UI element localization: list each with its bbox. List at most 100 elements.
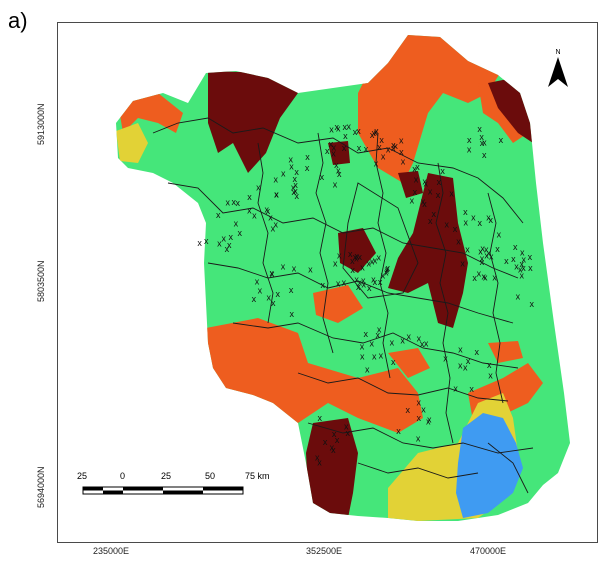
observation-marker: x — [416, 434, 421, 444]
observation-marker: x — [443, 353, 448, 363]
observation-marker: x — [236, 198, 241, 208]
observation-marker: x — [530, 299, 535, 309]
observation-marker: x — [422, 199, 427, 209]
observation-marker: x — [377, 324, 382, 334]
y-tick-label-top: 5913000N — [36, 103, 46, 145]
observation-marker: x — [482, 150, 487, 160]
observation-marker: x — [488, 215, 493, 225]
observation-marker: x — [465, 244, 470, 254]
observation-marker: x — [513, 242, 518, 252]
observation-marker: x — [480, 254, 485, 264]
observation-marker: x — [467, 135, 472, 145]
observation-marker: x — [293, 186, 298, 196]
observation-marker: x — [511, 254, 516, 264]
observation-marker: x — [440, 166, 445, 176]
observation-marker: x — [356, 282, 361, 292]
observation-marker: x — [308, 265, 313, 275]
observation-marker: x — [323, 437, 328, 447]
observation-marker: x — [384, 268, 389, 278]
observation-marker: x — [488, 371, 493, 381]
x-tick-label-left: 235000E — [93, 546, 130, 556]
observation-marker: x — [321, 280, 326, 290]
observation-marker: x — [436, 190, 441, 200]
observation-marker: x — [376, 253, 381, 263]
scale-label-50: 50 — [205, 471, 216, 481]
observation-marker: x — [492, 273, 497, 283]
observation-marker: x — [353, 127, 358, 137]
observation-marker: x — [329, 124, 334, 134]
observation-marker: x — [463, 207, 468, 217]
observation-marker: x — [471, 212, 476, 222]
observation-marker: x — [265, 205, 270, 215]
observation-marker: x — [258, 285, 263, 295]
observation-marker: x — [427, 415, 432, 425]
observation-marker: x — [474, 347, 479, 357]
observation-marker: x — [274, 189, 279, 199]
north-label: N — [555, 49, 560, 56]
observation-marker: x — [499, 135, 504, 145]
observation-marker: x — [329, 139, 334, 149]
observation-marker: x — [289, 285, 294, 295]
observation-marker: x — [407, 332, 412, 342]
observation-marker: x — [305, 163, 310, 173]
land-green — [116, 35, 570, 521]
observation-marker: x — [458, 360, 463, 370]
observation-marker: x — [424, 338, 429, 348]
observation-marker: x — [293, 180, 298, 190]
observation-marker: x — [406, 405, 411, 415]
observation-marker: x — [357, 143, 362, 153]
observation-marker: x — [516, 292, 521, 302]
observation-marker: x — [292, 264, 297, 274]
observation-marker: x — [227, 240, 232, 250]
observation-marker: x — [453, 224, 458, 234]
observation-marker: x — [330, 443, 335, 453]
observation-marker: x — [372, 352, 377, 362]
observation-marker: x — [333, 258, 338, 268]
panel-label: a) — [8, 8, 28, 33]
observation-marker: x — [391, 357, 396, 367]
zone-darkred-center-2 — [338, 228, 376, 273]
observation-marker: x — [335, 435, 340, 445]
zone-orange-east — [488, 341, 523, 363]
x-tick-label-right: 470000E — [470, 546, 507, 556]
observation-marker: x — [477, 218, 482, 228]
observation-marker: x — [371, 128, 376, 138]
observation-marker: x — [396, 426, 401, 436]
observation-marker: x — [342, 278, 347, 288]
observation-marker: x — [426, 417, 431, 427]
observation-marker: x — [449, 188, 454, 198]
observation-marker: x — [431, 209, 436, 219]
observation-marker: x — [520, 248, 525, 258]
observation-marker: x — [360, 263, 365, 273]
observation-marker: x — [355, 251, 360, 261]
observation-marker: x — [482, 271, 487, 281]
scale-label-25-left: 25 — [77, 471, 88, 481]
observation-marker: x — [363, 329, 368, 339]
observation-marker: x — [331, 445, 336, 455]
scale-bar — [82, 486, 244, 495]
observation-marker: x — [315, 453, 320, 463]
observation-marker: x — [342, 143, 347, 153]
observation-marker: x — [216, 210, 221, 220]
observation-marker: x — [480, 257, 485, 267]
observation-marker: x — [252, 294, 257, 304]
observation-marker: x — [467, 144, 472, 154]
observation-marker: x — [291, 182, 296, 192]
observation-marker: x — [520, 271, 525, 281]
observation-marker: x — [376, 330, 381, 340]
observation-marker: x — [379, 135, 384, 145]
north-arrow-icon: N — [548, 49, 568, 87]
observation-marker: x — [371, 275, 376, 285]
observation-marker: x — [247, 192, 252, 202]
observation-marker: x — [421, 405, 426, 415]
observation-marker: x — [366, 259, 371, 269]
zone-yellow-west — [116, 123, 148, 163]
observation-marker: x — [423, 178, 428, 188]
observation-marker: x — [486, 213, 491, 223]
observation-marker: x — [412, 164, 417, 174]
observation-marker: x — [460, 259, 465, 269]
observation-marker: x — [305, 152, 310, 162]
observation-marker: x — [317, 457, 322, 467]
observation-marker: x — [336, 124, 341, 134]
